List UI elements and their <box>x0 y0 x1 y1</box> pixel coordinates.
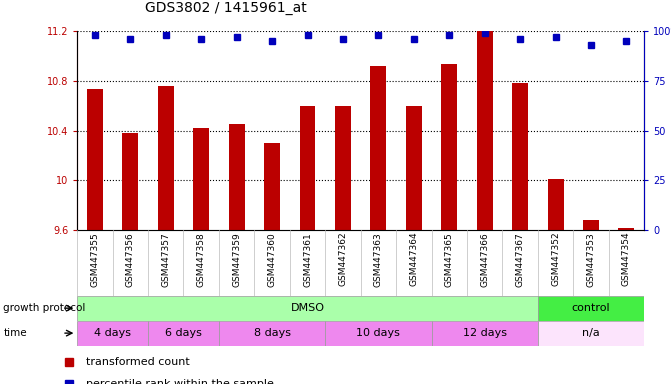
Bar <box>148 321 219 346</box>
Bar <box>335 106 351 230</box>
Bar <box>219 321 325 346</box>
Text: 12 days: 12 days <box>463 328 507 338</box>
Text: 10 days: 10 days <box>356 328 401 338</box>
Text: 6 days: 6 days <box>165 328 202 338</box>
Text: GDS3802 / 1415961_at: GDS3802 / 1415961_at <box>145 2 307 15</box>
Bar <box>431 321 538 346</box>
Bar <box>548 179 564 230</box>
Bar <box>370 66 386 230</box>
Bar <box>122 133 138 230</box>
Bar <box>442 65 457 230</box>
Text: control: control <box>572 303 611 313</box>
Bar <box>264 143 280 230</box>
Text: n/a: n/a <box>582 328 600 338</box>
Text: transformed count: transformed count <box>87 358 190 367</box>
Bar <box>619 228 634 230</box>
Text: 8 days: 8 days <box>254 328 291 338</box>
Bar <box>87 89 103 230</box>
Text: growth protocol: growth protocol <box>3 303 86 313</box>
Bar <box>77 321 148 346</box>
Text: DMSO: DMSO <box>291 303 325 313</box>
Bar <box>476 31 493 230</box>
Bar <box>193 128 209 230</box>
Bar <box>325 321 431 346</box>
Text: percentile rank within the sample: percentile rank within the sample <box>87 379 274 384</box>
Text: 4 days: 4 days <box>94 328 131 338</box>
Bar <box>406 106 422 230</box>
Bar <box>158 86 174 230</box>
Bar <box>229 124 245 230</box>
Bar <box>538 321 644 346</box>
Bar <box>538 296 644 321</box>
Text: time: time <box>3 328 27 338</box>
Bar <box>512 83 528 230</box>
Bar <box>299 106 315 230</box>
Bar <box>77 296 538 321</box>
Bar <box>583 220 599 230</box>
